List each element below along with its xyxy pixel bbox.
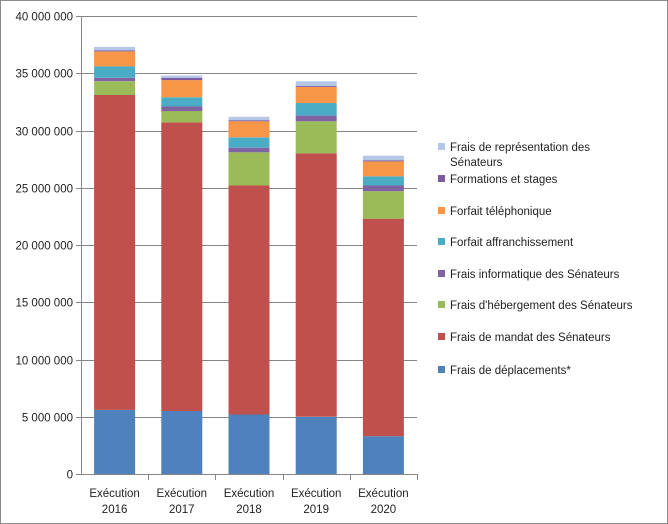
legend-label: Forfait affranchissement [450,237,574,249]
bar-segment [228,121,270,138]
bar-segment [161,411,203,474]
y-tick-label: 10 000 000 [15,356,73,368]
legend-swatch [438,143,445,150]
bar-segment [161,97,203,107]
bar-segment [228,120,270,122]
legend-label: Forfait téléphonique [450,206,552,218]
bar-segment [94,51,136,67]
bar-segment [228,116,270,121]
bar-segment [295,81,337,86]
bar-segment [362,185,404,192]
bar-segment [295,87,337,103]
legend-label: Frais de déplacements* [450,365,571,377]
bar-segment [362,160,404,162]
bar-segment [94,77,136,82]
bar-segment [94,81,136,95]
bar-segment [161,106,203,112]
bar-segment [161,122,203,411]
bar-segment [228,152,270,186]
bar-segment [94,46,136,51]
y-tick-label: 30 000 000 [15,127,73,139]
legend-label: Formations et stages [450,174,558,186]
y-tick-label: 0 [67,470,73,482]
bar-segment [362,218,404,437]
bar-segment [161,80,203,98]
bar-segment [295,115,337,122]
bar-segment [161,77,203,81]
bar-segment [94,95,136,410]
x-tick-label: 2020 [371,504,397,516]
legend-label: Frais de mandat des Sénateurs [450,332,611,344]
bar-segment [228,147,270,153]
bar-segment [228,137,270,148]
bar-segment [362,161,404,177]
y-tick-label: 40 000 000 [15,12,73,24]
y-tick-label: 15 000 000 [15,298,73,310]
legend-swatch [438,270,445,277]
legend-swatch [438,238,445,245]
y-tick-label: 25 000 000 [15,184,73,196]
bar-segment [362,436,404,474]
bar-segment [362,155,404,161]
legend-swatch [438,175,445,182]
legend-label: Frais de représentation des [450,142,590,154]
bar-segment [161,111,203,123]
x-tick-label: Exécution [224,488,275,500]
x-tick-label: Exécution [157,488,208,500]
x-tick-label: Exécution [291,488,342,500]
bar-segment [295,416,337,475]
x-tick-label: 2016 [102,504,128,516]
bar-segment [94,409,136,474]
y-tick-label: 5 000 000 [22,413,73,425]
bar-segment [228,185,270,415]
bar-segment [295,103,337,116]
bar-segment [295,153,337,417]
bar-segment [362,191,404,219]
bar-segment [362,176,404,186]
x-tick-label: Exécution [89,488,140,500]
x-tick-label: 2018 [236,504,262,516]
bar-segment [295,85,337,87]
bar-segment [94,66,136,78]
x-tick-label: 2017 [169,504,195,516]
legend-swatch [438,333,445,340]
legend-swatch [438,207,445,214]
y-tick-label: 20 000 000 [15,241,73,253]
x-tick-label: 2019 [303,504,329,516]
bar-segment [94,50,136,52]
bar-segment [295,121,337,154]
legend-swatch [438,366,445,373]
legend-swatch [438,301,445,308]
legend-label: Frais informatique des Sénateurs [450,269,620,281]
bar-segment [161,75,203,78]
y-tick-label: 35 000 000 [15,69,73,81]
bar-segment [228,414,270,474]
x-tick-label: Exécution [358,488,409,500]
legend-label: Sénateurs [450,157,503,169]
legend-label: Frais d'hébergement des Sénateurs [450,300,633,312]
